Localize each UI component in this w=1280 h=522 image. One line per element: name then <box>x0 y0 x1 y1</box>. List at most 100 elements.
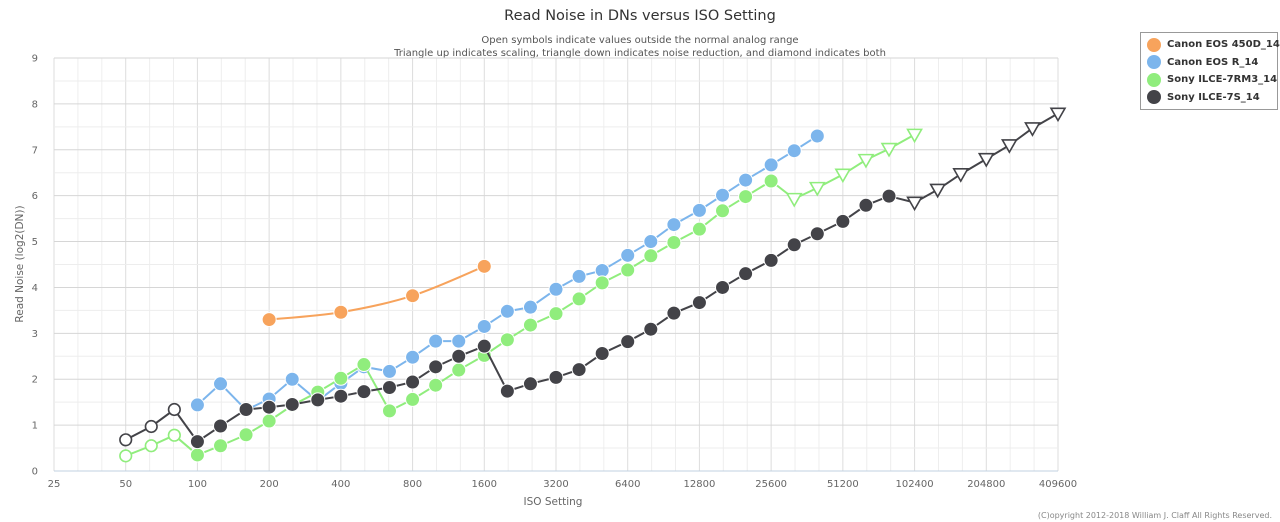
x-tick-label: 1600 <box>472 479 497 490</box>
x-tick-label: 3200 <box>543 479 568 490</box>
y-tick-label: 9 <box>32 54 38 65</box>
data-point-triangle-down <box>785 192 803 208</box>
data-point <box>333 388 349 404</box>
data-point <box>405 391 421 407</box>
data-point <box>666 305 682 321</box>
data-point-open <box>119 433 133 447</box>
data-point <box>620 262 636 278</box>
legend-marker <box>1147 37 1161 52</box>
data-point <box>381 403 397 419</box>
data-point <box>476 338 492 354</box>
data-point <box>238 402 254 418</box>
x-tick-label: 25 <box>48 479 61 490</box>
data-point <box>666 234 682 250</box>
series-line <box>196 135 818 412</box>
y-tick-label: 7 <box>32 145 38 156</box>
data-point <box>571 268 587 284</box>
data-point <box>499 383 515 399</box>
data-point <box>261 413 277 429</box>
data-point <box>738 266 754 282</box>
data-point <box>189 397 205 413</box>
data-point-open <box>119 449 133 463</box>
data-point <box>333 370 349 386</box>
legend-item-3[interactable]: Sony ILCE-7S_14 <box>1141 89 1277 107</box>
x-tick-label: 800 <box>403 479 422 490</box>
data-point <box>809 226 825 242</box>
grid <box>53 57 1059 472</box>
x-tick-label: 409600 <box>1039 479 1077 490</box>
data-point <box>809 128 825 144</box>
data-point <box>356 384 372 400</box>
data-point-triangle-down <box>834 168 852 184</box>
x-tick-label: 400 <box>331 479 350 490</box>
data-point-triangle-down <box>808 181 826 197</box>
data-point <box>881 188 897 204</box>
data-point <box>715 203 731 219</box>
legend: Canon EOS 450D_14 Canon EOS R_14 Sony ILCE… <box>1140 32 1280 110</box>
data-point-triangle-down <box>977 152 995 168</box>
x-tick-label: 50 <box>119 479 132 490</box>
y-tick-label: 1 <box>32 421 38 432</box>
data-point <box>763 173 779 189</box>
legend-marker <box>1147 55 1161 70</box>
series-layer <box>119 107 1067 463</box>
chart-subtitle-line-2: Triangle up indicates scaling, triangle … <box>393 48 886 59</box>
legend-item-2[interactable]: Sony ILCE-7RM3_14 <box>1141 71 1277 89</box>
x-tick-label: 12800 <box>684 479 716 490</box>
data-point <box>261 312 277 328</box>
y-tick-label: 0 <box>32 467 38 478</box>
series-line <box>269 265 485 321</box>
data-point <box>715 279 731 295</box>
data-point <box>691 221 707 237</box>
data-point <box>643 248 659 264</box>
data-point-open <box>144 419 158 434</box>
data-point <box>548 306 564 322</box>
data-point-triangle-down <box>952 168 970 183</box>
data-point <box>548 369 564 385</box>
data-point-triangle-down <box>929 183 947 199</box>
data-point <box>451 362 467 378</box>
data-point <box>594 275 610 291</box>
y-tick-label: 2 <box>32 375 38 386</box>
legend-marker <box>1147 72 1161 87</box>
data-point <box>786 143 802 159</box>
legend-item-0[interactable]: Canon EOS 450D_14 <box>1141 36 1280 54</box>
data-point <box>213 376 229 392</box>
series-line <box>125 112 1059 444</box>
data-point <box>451 333 467 349</box>
data-point-triangle-down <box>1024 122 1041 137</box>
data-point <box>835 213 851 229</box>
x-tick-label: 51200 <box>827 479 859 490</box>
data-point <box>643 234 659 250</box>
data-point <box>284 396 300 412</box>
legend-item-1[interactable]: Canon EOS R_14 <box>1141 54 1277 72</box>
data-point <box>548 281 564 297</box>
data-point <box>571 291 587 307</box>
data-point <box>786 237 802 253</box>
x-axis-label: ISO Setting <box>524 496 583 508</box>
data-point <box>571 362 587 378</box>
data-point <box>213 418 229 434</box>
y-tick-label: 6 <box>32 191 38 202</box>
x-tick-label: 100 <box>188 479 207 490</box>
data-point <box>189 434 205 450</box>
series-1 <box>189 128 825 418</box>
data-point-open <box>167 428 181 442</box>
data-point <box>189 447 205 463</box>
data-point-triangle-down <box>880 142 898 158</box>
series-line <box>125 133 916 457</box>
data-point <box>499 303 515 319</box>
data-point <box>522 317 538 333</box>
data-point <box>405 374 421 390</box>
x-tick-label: 6400 <box>615 479 640 490</box>
legend-marker <box>1147 90 1161 105</box>
chart-subtitle-line-1: Open symbols indicate values outside the… <box>481 35 798 46</box>
data-point <box>522 299 538 315</box>
y-tick-label: 3 <box>32 329 38 340</box>
legend-label: Sony ILCE-7RM3_14 <box>1167 74 1278 86</box>
data-point-open <box>167 402 181 417</box>
data-point <box>333 304 349 320</box>
data-point <box>428 333 444 349</box>
data-point-open <box>144 439 158 453</box>
data-point <box>428 377 444 393</box>
